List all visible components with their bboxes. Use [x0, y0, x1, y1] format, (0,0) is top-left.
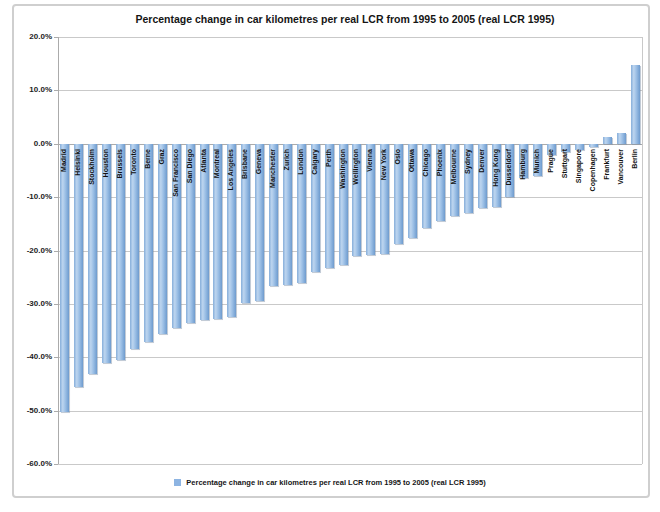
category-label: Melbourne — [449, 149, 459, 184]
gridline — [58, 37, 642, 38]
bar — [158, 144, 167, 334]
category-label: Wellington — [351, 149, 361, 185]
category-label: Washington — [338, 149, 348, 189]
y-axis-tick-label: -10.0% — [2, 192, 52, 202]
y-axis-tick-label: -50.0% — [2, 406, 52, 416]
category-label: Brisbane — [240, 149, 250, 179]
gridline — [58, 357, 642, 358]
category-label: Graz — [157, 149, 167, 165]
bar — [60, 144, 69, 412]
category-label: Helsinki — [73, 149, 83, 176]
category-label: London — [296, 149, 306, 175]
gridline — [58, 464, 642, 465]
category-label: New York — [379, 149, 389, 180]
y-axis-tick-label: 0.0% — [2, 139, 52, 149]
category-label: Ottawa — [407, 149, 417, 172]
category-label: Frankfurt — [602, 149, 612, 180]
plot-border-right — [642, 37, 643, 464]
bar — [631, 65, 640, 143]
category-label: Atlanta — [199, 149, 209, 173]
chart-screenshot: { "title": "Percentage change in car kil… — [0, 0, 660, 512]
category-label: Copenhagen — [588, 149, 598, 191]
category-label: Dusseldorf — [504, 149, 514, 186]
legend-label: Percentage change in car kilometres per … — [186, 478, 485, 487]
category-label: San Francisco — [171, 149, 181, 197]
category-label: Perth — [324, 149, 334, 167]
bar — [74, 144, 83, 387]
category-label: Los Angeles — [226, 149, 236, 190]
category-label: Sydney — [463, 149, 473, 174]
y-axis-tick-label: -20.0% — [2, 246, 52, 256]
category-label: Berne — [143, 149, 153, 169]
category-label: Geneva — [254, 149, 264, 174]
category-label: Madrid — [59, 149, 69, 172]
category-label: Montreal — [212, 149, 222, 178]
y-axis-tick-label: 20.0% — [2, 32, 52, 42]
category-label: Hamburg — [518, 149, 528, 180]
category-label: Munich — [532, 149, 542, 174]
category-label: Vienna — [365, 149, 375, 172]
y-axis-tick-label: -30.0% — [2, 299, 52, 309]
y-axis-tick-label: 10.0% — [2, 85, 52, 95]
legend-marker-icon — [174, 479, 181, 486]
bar — [589, 144, 598, 147]
category-label: Oslo — [393, 149, 403, 165]
category-label: Denver — [477, 149, 487, 173]
category-label: Stuttgart — [560, 149, 570, 178]
category-label: Berlin — [630, 149, 640, 169]
category-label: Vancouver — [616, 149, 626, 184]
category-label: Phoenix — [435, 149, 445, 176]
bar — [603, 137, 612, 144]
category-label: Houston — [101, 149, 111, 177]
category-label: Zurich — [282, 149, 292, 170]
bar — [617, 133, 626, 144]
category-label: Singapore — [574, 149, 584, 183]
bar — [144, 144, 153, 343]
y-axis-line — [58, 37, 59, 464]
axis-tick — [54, 464, 58, 465]
category-label: San Diego — [185, 149, 195, 183]
y-axis-tick-label: -40.0% — [2, 352, 52, 362]
gridline — [58, 90, 642, 91]
category-label: Stockholm — [87, 149, 97, 185]
category-label: Chicago — [421, 149, 431, 177]
y-axis-tick-label: -60.0% — [2, 459, 52, 469]
category-label: Prague — [546, 149, 556, 173]
legend: Percentage change in car kilometres per … — [0, 475, 660, 489]
plot-area: 20.0% 10.0% 0.0% -10.0% -20.0% -30.0% -40.0% -5… — [0, 0, 660, 512]
category-label: Manchester — [268, 149, 278, 188]
category-label: Brussels — [115, 149, 125, 179]
category-label: Toronto — [129, 149, 139, 175]
category-label: Hong Kong — [491, 149, 501, 187]
category-label: Calgary — [310, 149, 320, 175]
gridline — [58, 411, 642, 412]
